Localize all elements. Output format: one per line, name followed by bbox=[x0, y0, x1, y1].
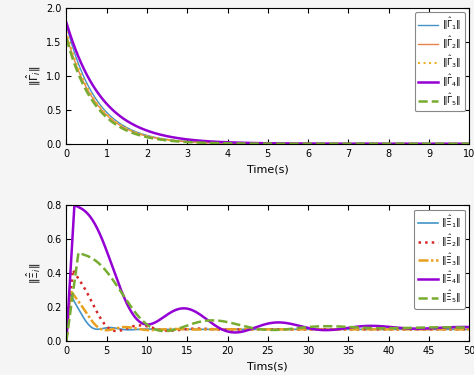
Legend: $\|\hat{\Xi}_1\|$, $\|\hat{\Xi}_2\|$, $\|\hat{\Xi}_3\|$, $\|\hat{\Xi}_4\|$, $\|\: $\|\hat{\Xi}_1\|$, $\|\hat{\Xi}_2\|$, $\… bbox=[414, 210, 465, 309]
X-axis label: Tims(s): Tims(s) bbox=[247, 362, 288, 372]
Y-axis label: $\|\hat{\Gamma}_i\|$: $\|\hat{\Gamma}_i\|$ bbox=[25, 65, 43, 86]
Y-axis label: $\|\hat{\Xi}_i\|$: $\|\hat{\Xi}_i\|$ bbox=[25, 262, 43, 284]
X-axis label: Time(s): Time(s) bbox=[247, 164, 289, 174]
Legend: $\|\hat{\Gamma}_1\|$, $\|\hat{\Gamma}_2\|$, $\|\hat{\Gamma}_3\|$, $\|\hat{\Gamma: $\|\hat{\Gamma}_1\|$, $\|\hat{\Gamma}_2\… bbox=[415, 12, 465, 111]
